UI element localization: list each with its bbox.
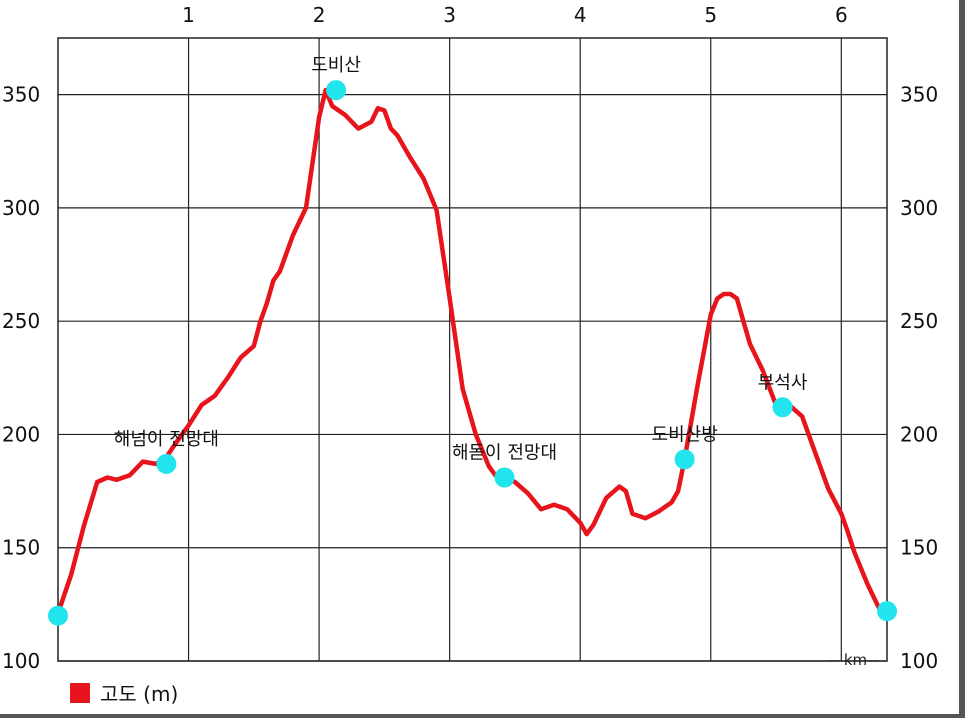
y-tick-right-200: 200 xyxy=(900,422,938,446)
x-axis-top: 1 2 3 4 5 6 xyxy=(182,3,847,27)
y-tick-right-300: 300 xyxy=(900,196,938,220)
x-tick-3: 3 xyxy=(443,3,456,27)
chart-grid xyxy=(57,37,888,662)
x-axis-unit-label: -- km-- xyxy=(828,651,878,669)
waypoint-marker-1 xyxy=(156,453,177,474)
y-tick-right-100: 100 xyxy=(900,649,938,673)
x-tick-1: 1 xyxy=(182,3,195,27)
y-tick-right-150: 150 xyxy=(900,536,938,560)
x-tick-6: 6 xyxy=(835,3,848,27)
x-tick-5: 5 xyxy=(704,3,717,27)
y-tick-left-200: 200 xyxy=(2,422,40,446)
waypoint-marker-3 xyxy=(494,467,515,488)
elevation-chart: 100 150 200 250 300 350 100 150 200 250 300 350 1 2… xyxy=(2,3,938,673)
screen-edge-right xyxy=(959,0,965,718)
y-axis-right: 100 150 200 250 300 350 xyxy=(900,83,938,673)
waypoint-marker-6 xyxy=(877,601,897,622)
legend-swatch xyxy=(70,682,90,703)
screen-edge-bottom xyxy=(0,714,965,718)
waypoint-label-2: 도비산 xyxy=(311,55,361,76)
y-tick-right-350: 350 xyxy=(900,83,938,107)
waypoint-marker-0 xyxy=(48,605,68,626)
plot-frame xyxy=(57,37,888,662)
waypoint-marker-4 xyxy=(674,449,695,470)
y-tick-left-300: 300 xyxy=(2,196,40,220)
y-axis-left: 100 150 200 250 300 350 xyxy=(2,83,40,673)
elevation-series xyxy=(55,87,890,616)
waypoint-marker-2 xyxy=(326,80,347,101)
waypoint-label-4: 도비산방 xyxy=(652,424,718,445)
x-tick-2: 2 xyxy=(313,3,326,27)
waypoint-label-3: 해돋이 전망대 xyxy=(452,442,557,463)
waypoint-label-1: 해넘이 전망대 xyxy=(114,429,219,450)
elevation-line xyxy=(55,87,890,616)
y-tick-right-250: 250 xyxy=(900,309,938,333)
waypoint-label-5: 부석사 xyxy=(758,372,808,393)
x-tick-4: 4 xyxy=(574,3,587,27)
y-tick-left-350: 350 xyxy=(2,83,40,107)
y-tick-left-250: 250 xyxy=(2,309,40,333)
legend: 고도 (m) xyxy=(70,678,178,707)
legend-label: 고도 (m) xyxy=(100,682,179,706)
y-tick-left-150: 150 xyxy=(2,536,40,560)
waypoint-marker-5 xyxy=(772,397,793,418)
y-tick-left-100: 100 xyxy=(2,649,40,673)
